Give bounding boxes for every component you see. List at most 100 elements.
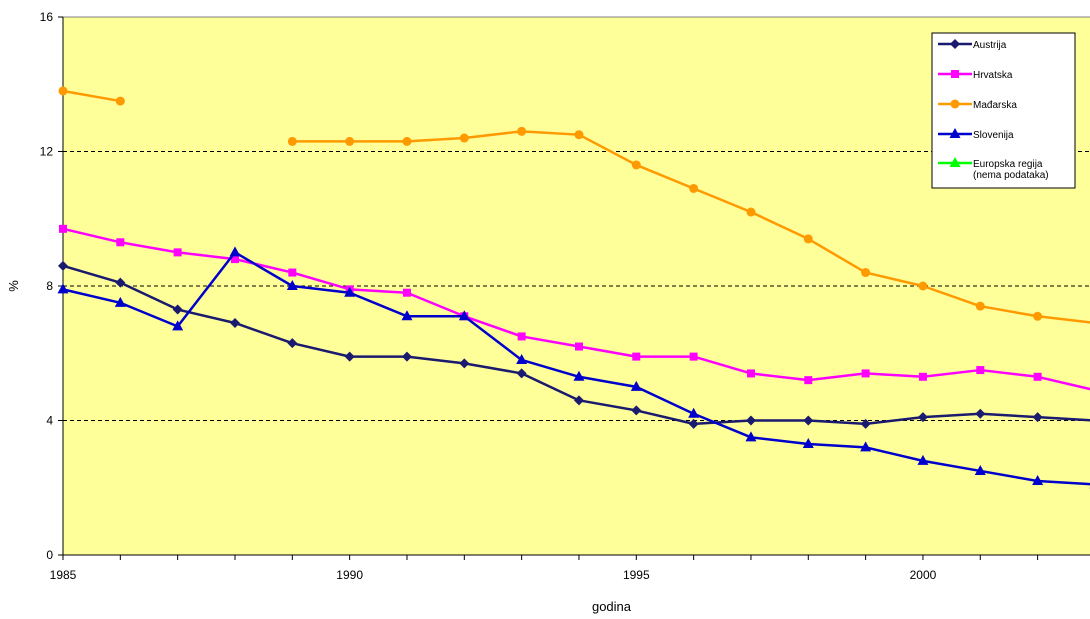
series-2-line-0 xyxy=(62,89,121,103)
series-0-point-2002 xyxy=(1032,412,1043,423)
series-1-point-1985 xyxy=(59,224,67,233)
series-3-point-1999 xyxy=(860,441,872,452)
series-0-point-1998 xyxy=(803,415,814,426)
series-3-point-1992 xyxy=(458,310,470,321)
x-tick-label-1995: 1995 xyxy=(623,568,650,582)
series-1-point-1986 xyxy=(116,238,125,247)
x-tick-label-2000: 2000 xyxy=(910,568,937,582)
legend-label-4-1: (nema podataka) xyxy=(973,170,1049,181)
y-tick-label-0: 0 xyxy=(46,548,53,562)
legend-label-1: Hrvatska xyxy=(973,70,1013,81)
series-0-point-1991 xyxy=(401,351,412,362)
series-0-point-1989 xyxy=(287,338,298,349)
series-1-point-1987 xyxy=(173,248,182,257)
series-2-point-1994 xyxy=(574,130,584,140)
series-3 xyxy=(57,246,1090,489)
series-0-point-1994 xyxy=(573,395,584,406)
legend-label-2: Mađarska xyxy=(973,100,1017,111)
series-1-point-1995 xyxy=(632,352,641,361)
series-2-point-1989 xyxy=(287,136,297,146)
series-3-point-2001 xyxy=(974,464,986,475)
x-axis-title: godina xyxy=(592,599,632,614)
series-0-point-1985 xyxy=(58,260,68,271)
series-2-point-1996 xyxy=(689,183,699,193)
y-tick-label-4: 4 xyxy=(46,414,53,428)
series-1-point-2001 xyxy=(976,366,985,375)
series-3-point-1993 xyxy=(516,353,528,364)
series-1 xyxy=(59,224,1090,391)
series-0-point-1996 xyxy=(688,418,699,429)
series-2-point-1985 xyxy=(58,86,68,96)
series-1-point-2002 xyxy=(1033,372,1042,381)
series-1-point-1996 xyxy=(689,352,698,361)
series-1-point-2000 xyxy=(918,372,927,381)
legend-label-0: Austrija xyxy=(973,40,1007,51)
series-1-point-1998 xyxy=(804,376,813,385)
series-2-point-1999 xyxy=(861,268,871,278)
series-3-point-1989 xyxy=(286,280,298,290)
series-group xyxy=(57,86,1090,489)
legend-swatch-marker-4 xyxy=(949,157,961,167)
series-2-point-2000 xyxy=(918,281,928,291)
series-1-point-1994 xyxy=(574,342,583,351)
series-2-point-1990 xyxy=(345,136,355,146)
legend-label-3: Slovenija xyxy=(973,130,1014,141)
legend-swatch-marker-3 xyxy=(949,128,961,138)
legend-swatch-marker-2 xyxy=(950,99,960,109)
series-3-point-1994 xyxy=(573,370,585,381)
series-3-point-1996 xyxy=(688,407,700,418)
series-3-point-1985 xyxy=(57,283,69,294)
y-tick-label-16: 16 xyxy=(40,10,54,24)
series-2-point-1998 xyxy=(803,234,813,244)
y-axis-title: % xyxy=(6,280,21,292)
x-tick-label-1985: 1985 xyxy=(50,568,77,582)
legend-swatch-marker-0 xyxy=(950,39,960,49)
series-3-point-1997 xyxy=(745,431,757,442)
series-0-point-2001 xyxy=(975,408,986,419)
series-2-point-1991 xyxy=(402,136,412,146)
series-0-point-1990 xyxy=(344,351,355,362)
series-0 xyxy=(58,260,1090,429)
series-3-point-1988 xyxy=(229,246,241,257)
series-3-point-2002 xyxy=(1032,475,1044,486)
series-0-point-1986 xyxy=(115,277,126,288)
series-2-point-1995 xyxy=(631,160,641,170)
series-3-point-1995 xyxy=(630,380,642,391)
series-1-point-1991 xyxy=(402,288,411,297)
series-3-point-1986 xyxy=(114,296,126,307)
series-0-point-1993 xyxy=(516,368,527,379)
y-tick-label-8: 8 xyxy=(46,279,53,293)
series-3-point-2000 xyxy=(917,454,929,465)
series-0-point-1999 xyxy=(860,418,871,429)
y-tick-labels: 0 4 8 12 16 xyxy=(40,10,54,562)
series-0-point-1988 xyxy=(229,317,240,328)
axes xyxy=(58,16,1090,560)
series-2-point-1992 xyxy=(459,133,469,143)
series-3-point-1990 xyxy=(344,286,356,297)
y-tick-label-12: 12 xyxy=(40,145,54,159)
series-3-point-1987 xyxy=(172,320,184,331)
series-2-point-1986 xyxy=(115,96,125,106)
series-1-point-1988 xyxy=(230,255,239,264)
series-1-point-1999 xyxy=(861,369,870,378)
series-0-point-1997 xyxy=(745,415,756,426)
series-0-point-2000 xyxy=(917,412,928,423)
series-2-point-2001 xyxy=(975,301,985,311)
legend: Austrija Hrvatska Mađarska Slovenija Europsk… xyxy=(931,32,1076,189)
series-1-point-1989 xyxy=(288,268,297,277)
legend-label-4-0: Europska regija xyxy=(973,159,1043,170)
series-2-point-1993 xyxy=(517,126,527,136)
series-3-point-1991 xyxy=(401,310,413,321)
x-tick-labels: 1985 1990 1995 2000 xyxy=(50,568,937,582)
series-0-point-1987 xyxy=(172,304,183,315)
legend-swatch-marker-1 xyxy=(951,70,959,78)
x-tick-label-1990: 1990 xyxy=(336,568,363,582)
series-1-point-1993 xyxy=(517,332,526,341)
series-0-point-1995 xyxy=(631,405,642,416)
series-0-point-1992 xyxy=(459,358,470,369)
series-1-point-1997 xyxy=(746,369,755,378)
series-2-point-2002 xyxy=(1033,311,1043,321)
series-2 xyxy=(58,86,1090,324)
series-2-point-1997 xyxy=(746,207,756,217)
